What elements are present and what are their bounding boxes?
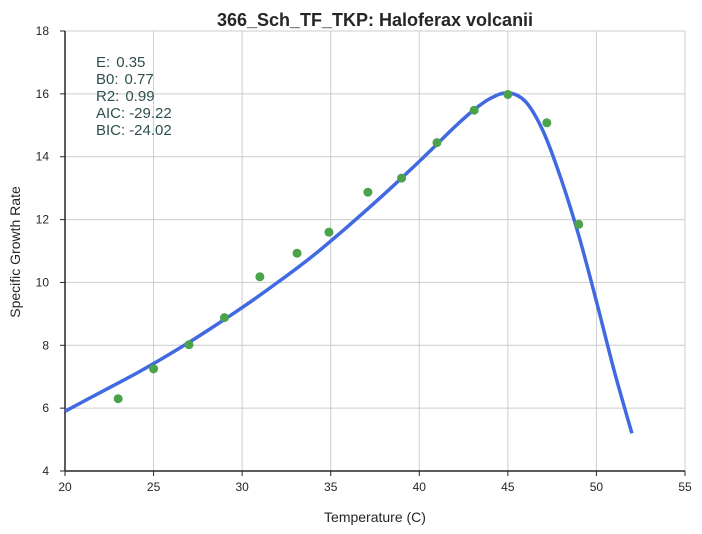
data-point	[184, 340, 194, 350]
data-point	[397, 173, 407, 183]
y-tick-label: 8	[42, 338, 49, 352]
data-point	[503, 89, 513, 99]
stat-aic: AIC: -29.22	[96, 105, 172, 122]
data-point	[542, 118, 552, 128]
data-point	[469, 105, 479, 115]
data-point	[324, 227, 334, 237]
x-axis-ticks: 20 25 30 35 40 45 50 55	[58, 471, 692, 494]
x-tick-label: 35	[324, 480, 338, 494]
y-tick-label: 14	[36, 150, 50, 164]
x-tick-label: 55	[678, 480, 692, 494]
y-tick-label: 16	[36, 87, 50, 101]
data-point	[292, 248, 302, 258]
x-tick-label: 30	[235, 480, 249, 494]
x-axis-label: Temperature (C)	[324, 509, 426, 525]
x-tick-label: 25	[147, 480, 161, 494]
y-tick-label: 12	[36, 213, 50, 227]
y-tick-label: 18	[36, 24, 50, 38]
data-point	[432, 138, 442, 148]
x-tick-label: 20	[58, 480, 72, 494]
stat-b0: B0: 0.77	[96, 71, 154, 88]
data-point	[255, 272, 265, 282]
y-tick-label: 6	[42, 401, 49, 415]
stat-r2: R2: 0.99	[96, 88, 155, 105]
data-point	[574, 219, 584, 229]
stat-bic: BIC: -24.02	[96, 122, 172, 139]
chart-title: 366_Sch_TF_TKP: Haloferax volcanii	[217, 10, 533, 30]
fit-statistics: E: 0.35 B0: 0.77 R2: 0.99 AIC: -29.22 BIC: -2…	[96, 54, 172, 139]
data-point	[113, 394, 123, 404]
x-tick-label: 45	[501, 480, 515, 494]
stat-e: E: 0.35	[96, 54, 145, 71]
x-tick-label: 40	[413, 480, 427, 494]
x-tick-label: 50	[590, 480, 604, 494]
y-axis-label: Specific Growth Rate	[7, 186, 23, 318]
y-axis-ticks: 4 6 8 10 12 14 16 18	[36, 24, 65, 478]
y-tick-label: 10	[36, 275, 50, 289]
plot-area	[64, 89, 634, 434]
axes	[64, 31, 685, 472]
y-tick-label: 4	[42, 464, 49, 478]
data-point	[219, 313, 229, 323]
grid	[64, 30, 686, 472]
data-point	[363, 187, 373, 197]
data-point	[149, 364, 159, 374]
fitted-curve	[64, 91, 634, 434]
